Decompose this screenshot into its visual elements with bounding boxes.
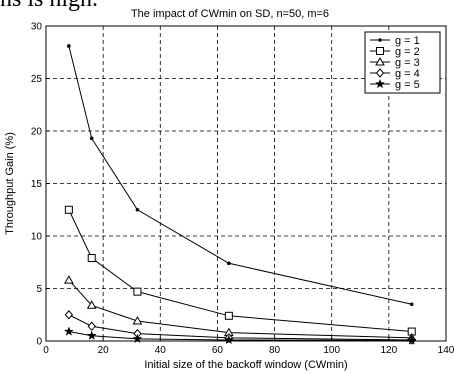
data-point-g1 <box>409 302 414 307</box>
legend-label-g4: g = 4 <box>395 68 420 80</box>
data-point-g2 <box>64 205 73 214</box>
series-line-g1 <box>68 45 412 305</box>
data-point-g2 <box>87 254 96 263</box>
legend-marker-g5 <box>374 78 386 89</box>
x-tick-label: 20 <box>98 345 110 356</box>
data-point-g3 <box>132 316 143 325</box>
x-tick-label: 60 <box>212 345 224 356</box>
data-point-g1 <box>89 136 94 141</box>
data-point-g5 <box>223 334 234 345</box>
data-point-g5 <box>63 326 74 336</box>
x-axis-label: Initial size of the backoff window (CWmi… <box>144 359 347 371</box>
legend-marker-g3 <box>375 56 385 66</box>
y-tick-label: 0 <box>36 337 42 348</box>
data-point-g5 <box>406 335 417 345</box>
clipped-body-text: ns is high. <box>0 0 98 11</box>
y-tick-label: 30 <box>31 22 43 33</box>
y-tick-label: 10 <box>31 232 43 243</box>
data-point-g1 <box>135 207 140 212</box>
chart-title: The impact of CWmin on SD, n=50, m=6 <box>131 8 329 20</box>
x-tick-label: 100 <box>323 345 340 356</box>
legend-marker-g2 <box>376 47 384 55</box>
data-point-g1 <box>67 44 71 48</box>
series-line-g3 <box>68 279 412 339</box>
data-point-g2 <box>133 287 142 296</box>
x-tick-label: 0 <box>43 345 49 356</box>
x-tick-label: 40 <box>155 345 167 356</box>
data-point-g1 <box>227 261 231 266</box>
y-tick-label: 25 <box>31 74 43 85</box>
y-axis-label: Throughput Gain (%) <box>4 132 16 235</box>
data-point-g4 <box>64 309 74 320</box>
x-tick-label: 140 <box>438 345 454 356</box>
legend: g = 1g = 2g = 3g = 4g = 5 <box>364 31 441 94</box>
y-tick-label: 15 <box>31 179 43 190</box>
y-tick-label: 5 <box>36 284 42 295</box>
x-tick-label: 120 <box>381 345 398 356</box>
data-point-g3 <box>86 300 97 309</box>
data-point-g3 <box>63 275 74 284</box>
data-point-g4 <box>87 321 96 332</box>
series-layer <box>63 44 417 345</box>
data-point-g2 <box>224 311 233 320</box>
series-line-g2 <box>68 209 412 333</box>
legend-marker-g4 <box>375 68 385 78</box>
legend-label-g5: g = 5 <box>395 79 420 91</box>
legend-label-g1: g = 1 <box>395 35 420 47</box>
ticks: 0 20 40 60 80 100 120 140 0 5 10 15 20 25 30 <box>31 22 454 357</box>
y-tick-label: 20 <box>31 127 43 138</box>
legend-marker-g1 <box>378 38 382 42</box>
legend-label-g3: g = 3 <box>395 57 420 69</box>
x-tick-label: 80 <box>269 345 281 356</box>
legend-label-g2: g = 2 <box>395 46 420 58</box>
data-point-g5 <box>86 330 97 341</box>
